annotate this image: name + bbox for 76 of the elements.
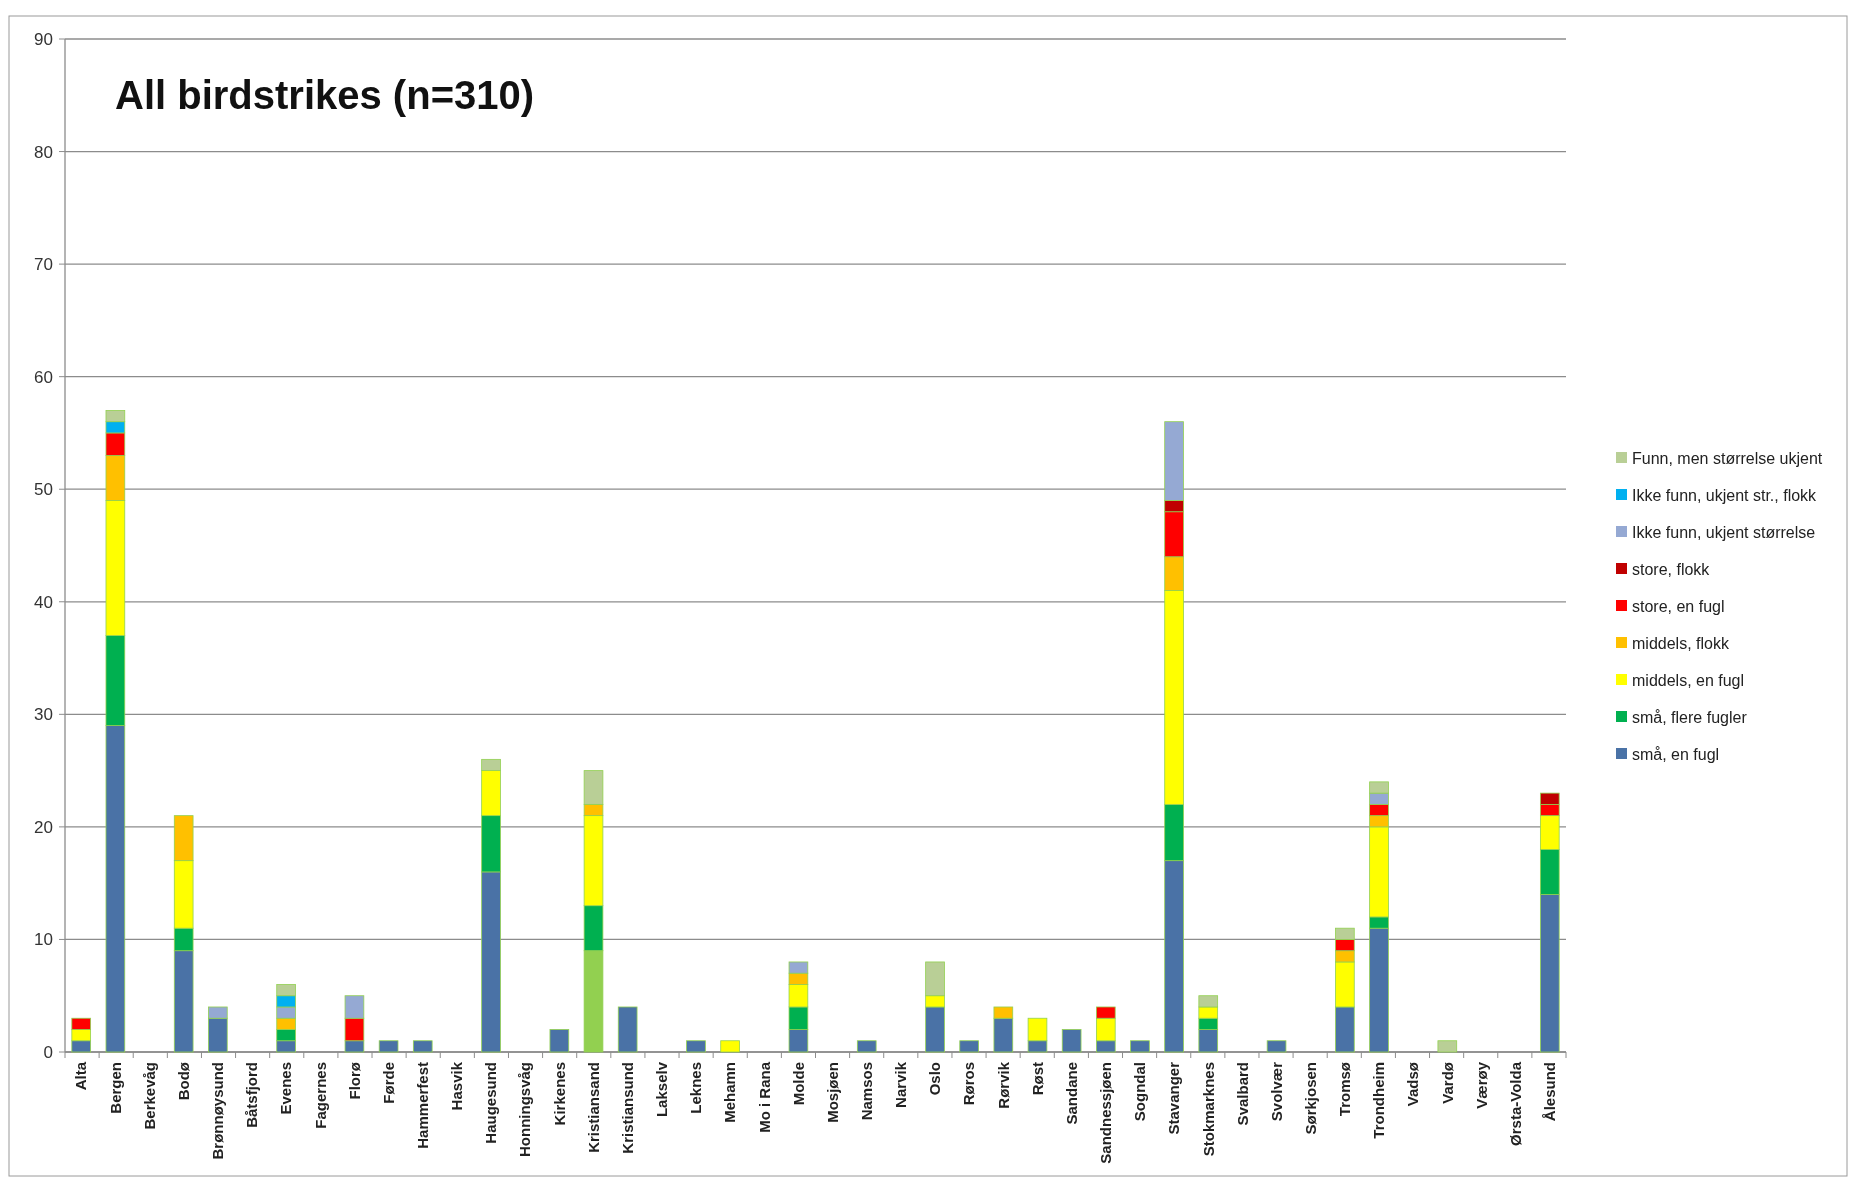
legend-label: middels, en fugl — [1632, 671, 1745, 689]
x-tick-label: Båtsfjord — [243, 1062, 261, 1128]
y-tick-label: 80 — [34, 142, 53, 162]
legend-label: Funn, men størrelse ukjent — [1632, 449, 1823, 467]
x-tick-label: Molde — [789, 1062, 807, 1106]
x-tick-label: Kristiansund — [618, 1062, 636, 1154]
x-tick-label: Værøy — [1472, 1061, 1490, 1109]
bar — [720, 1040, 740, 1053]
x-tick-label: Mosjøen — [823, 1062, 841, 1123]
x-tick-label: Oslo — [926, 1062, 944, 1096]
x-tick-label: Narvik — [892, 1061, 910, 1108]
y-tick-label: 90 — [34, 29, 53, 49]
x-tick-label: Ørsta-Volda — [1506, 1061, 1524, 1146]
x-tick-label: Sandnessjøen — [1097, 1062, 1115, 1164]
y-tick-label: 10 — [34, 930, 53, 950]
x-tick-label: Hasvik — [448, 1061, 466, 1111]
x-tick-label: Mehamn — [721, 1062, 739, 1123]
legend-label: Ikke funn, ukjent str., flokk — [1632, 486, 1818, 504]
x-tick-label: Stokmarknes — [1199, 1062, 1217, 1157]
bar — [1437, 1040, 1458, 1053]
legend-label: Ikke funn, ukjent størrelse — [1632, 523, 1816, 541]
bar — [1061, 1029, 1082, 1053]
bar — [686, 1040, 706, 1053]
x-tick-label: Bergen — [106, 1062, 124, 1114]
y-tick-label: 0 — [43, 1042, 53, 1062]
x-tick-label: Hammerfest — [414, 1062, 431, 1149]
bar — [549, 1029, 570, 1053]
x-tick-label: Brønnøysund — [209, 1062, 227, 1160]
bar — [617, 1006, 638, 1053]
x-tick-label: Sørkjosen — [1301, 1062, 1319, 1135]
x-tick-label: Vadsø — [1404, 1061, 1422, 1107]
bar — [856, 1040, 877, 1053]
x-tick-label: Trondheim — [1370, 1062, 1388, 1139]
x-tick-label: Vardø — [1438, 1061, 1456, 1104]
x-tick-label: Rørvik — [994, 1061, 1012, 1109]
x-tick-label: Ålesund — [1541, 1062, 1559, 1122]
x-tick-label: Lakselv — [653, 1061, 671, 1118]
x-tick-label: Røros — [960, 1062, 978, 1106]
x-tick-label: Sandane — [1062, 1062, 1080, 1125]
x-tick-label: Haugesund — [482, 1062, 500, 1144]
x-tick-label: Kirkenes — [550, 1062, 568, 1126]
y-tick-label: 60 — [34, 367, 53, 387]
x-tick-label: Berkevåg — [140, 1062, 158, 1130]
x-tick-label: Florø — [345, 1061, 363, 1100]
legend-label: store, flokk — [1632, 560, 1711, 578]
y-tick-label: 30 — [34, 705, 53, 725]
x-tick-label: Førde — [379, 1062, 397, 1104]
text: All birdstrikes (n=310) — [115, 73, 535, 117]
x-tick-label: Leknes — [687, 1062, 705, 1114]
x-tick-label: Bodø — [174, 1061, 192, 1101]
bar — [412, 1040, 433, 1053]
x-tick-label: Evenes — [277, 1062, 295, 1115]
legend-label: store, en fugl — [1632, 597, 1725, 615]
legend-label: middels, flokk — [1632, 634, 1730, 652]
x-tick-label: Kristiansand — [584, 1062, 602, 1153]
bar — [1130, 1040, 1150, 1053]
x-tick-label: Fagernes — [311, 1062, 329, 1129]
y-tick-label: 40 — [34, 592, 53, 612]
bar — [959, 1040, 979, 1053]
x-tick-label: Honningsvåg — [516, 1062, 534, 1158]
y-tick-label: 50 — [34, 480, 53, 500]
bar — [378, 1040, 399, 1053]
x-tick-label: Alta — [72, 1061, 90, 1091]
x-tick-label: Stavanger — [1165, 1061, 1183, 1135]
x-tick-label: Sogndal — [1131, 1062, 1149, 1122]
x-tick-label: Tromsø — [1336, 1061, 1354, 1117]
x-tick-label: Namsos — [857, 1062, 875, 1121]
y-tick-label: 20 — [34, 817, 53, 837]
x-tick-label: Røst — [1028, 1062, 1046, 1096]
x-tick-label: Mo i Rana — [755, 1061, 773, 1133]
y-tick-label: 70 — [34, 255, 53, 275]
bar — [1266, 1040, 1287, 1053]
x-tick-label: Svolvær — [1267, 1061, 1285, 1122]
x-tick-label: Svalbard — [1233, 1062, 1251, 1126]
legend-label: små, en fugl — [1632, 745, 1720, 763]
legend-label: små, flere fugler — [1632, 708, 1748, 726]
